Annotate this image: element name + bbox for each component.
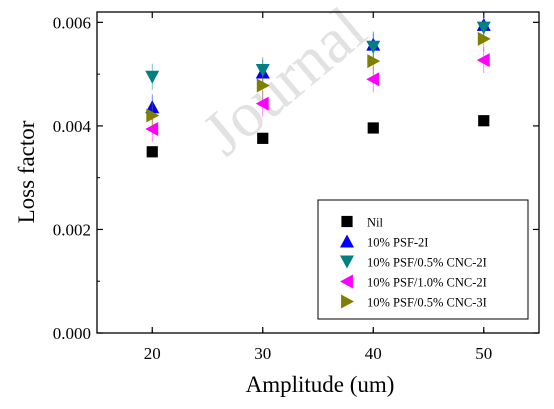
data-point — [367, 122, 379, 134]
y-tick-label: 0.004 — [53, 117, 92, 136]
data-point — [255, 64, 270, 77]
plot-frame — [96, 11, 540, 334]
x-tick-label: 50 — [475, 344, 492, 363]
legend-label: Nil — [367, 216, 384, 230]
data-point — [366, 40, 381, 54]
watermark-text: Journal — [189, 0, 379, 169]
data-point — [478, 115, 490, 127]
data-point — [145, 122, 159, 137]
x-tick-label: 20 — [144, 344, 161, 363]
data-point — [476, 53, 490, 68]
x-tick-label: 30 — [254, 344, 271, 363]
legend-marker — [340, 234, 354, 248]
legend-label: 10% PSF/1.0% CNC-2I — [367, 276, 487, 290]
y-tick-label: 0.000 — [53, 324, 91, 343]
data-point — [145, 70, 160, 84]
legend-label: 10% PSF/0.5% CNC-2I — [367, 256, 487, 270]
legend-marker — [340, 274, 353, 289]
y-tick-label: 0.002 — [53, 220, 91, 239]
data-point — [146, 146, 158, 158]
legend-label: 10% PSF/0.5% CNC-3I — [367, 296, 487, 310]
legend-marker — [341, 294, 354, 309]
y-tick-label: 0.006 — [53, 13, 91, 32]
data-point — [146, 108, 160, 123]
plot-area: 20 30 40 50 0.000 0.002 0.004 0.006 — [53, 11, 540, 363]
legend-box — [317, 199, 529, 320]
series-group — [146, 25, 491, 129]
data-point — [257, 132, 269, 144]
data-point — [366, 72, 380, 87]
x-tick-label: 40 — [365, 344, 382, 363]
series-group — [146, 115, 490, 158]
legend-marker — [340, 255, 354, 269]
legend: Nil 10% PSF-2I 10% PSF/0.5% CNC-2I 10% PSF/… — [317, 199, 529, 320]
data-point — [477, 31, 491, 46]
legend-marker — [341, 215, 353, 228]
y-axis-title: Loss factor — [14, 120, 39, 223]
data-point — [256, 78, 270, 93]
data-point — [255, 96, 269, 111]
x-axis-title: Amplitude (um) — [246, 372, 395, 397]
legend-label: 10% PSF-2I — [367, 236, 428, 250]
data-point — [367, 54, 381, 69]
